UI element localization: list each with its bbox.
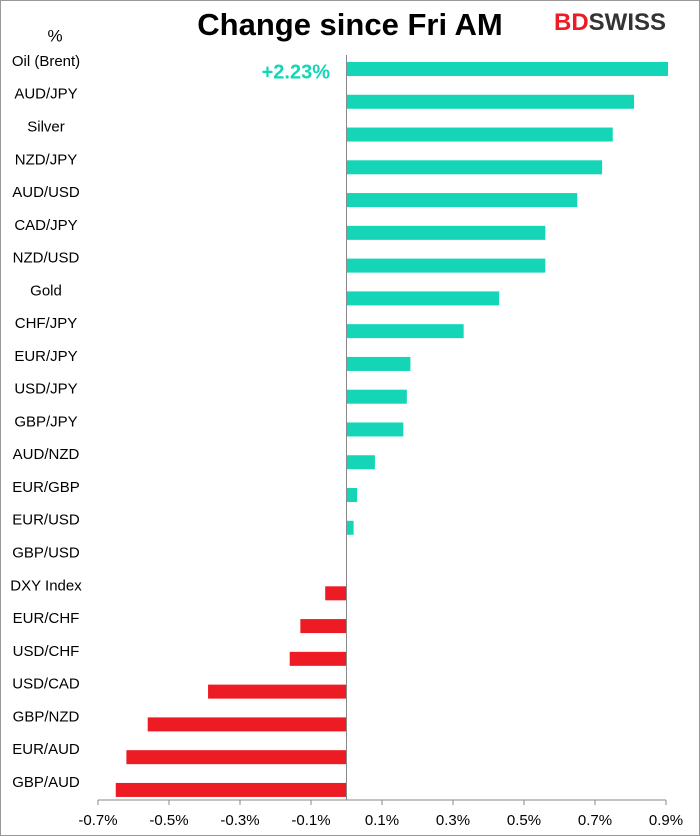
category-label: NZD/JPY [15,151,78,168]
x-tick-label: 0.7% [578,812,612,829]
bar [325,586,347,601]
category-label: GBP/JPY [14,413,77,430]
category-label: GBP/USD [12,545,80,562]
bar [346,520,354,535]
category-label: EUR/CHF [13,610,80,627]
bar [346,291,500,306]
category-label: GBP/NZD [13,708,80,725]
bar [346,356,411,371]
category-label: Silver [27,119,65,136]
bar [289,651,347,666]
category-label: AUD/JPY [14,86,77,103]
category-label: Oil (Brent) [12,53,80,70]
bar [346,258,546,273]
logo: BDSWISS [554,9,666,36]
category-label: Gold [30,282,62,299]
bar [346,422,404,437]
logo-right: SWISS [589,9,666,36]
category-label: USD/CHF [13,643,80,660]
category-label: CAD/JPY [14,217,77,234]
bar [346,94,635,109]
bar [346,455,375,470]
bar [346,62,668,76]
category-label: USD/JPY [14,381,77,398]
logo-left: BD [554,9,589,36]
x-tick-label: -0.5% [149,812,188,829]
x-tick-label: -0.7% [78,812,117,829]
x-tick-label: -0.1% [291,812,330,829]
category-label: GBP/AUD [12,774,80,791]
bar [115,782,347,797]
bar [346,324,464,339]
x-tick-label: 0.1% [365,812,399,829]
bar [346,389,407,404]
category-label: AUD/USD [12,184,80,201]
bar [346,127,613,142]
bar [346,193,578,208]
x-tick-label: -0.3% [220,812,259,829]
bar [346,225,546,240]
bar [147,717,347,732]
category-label: CHF/JPY [15,315,78,332]
y-axis-label: % [47,26,62,45]
category-label: EUR/USD [12,512,80,529]
category-label: AUD/NZD [13,446,80,463]
x-tick-label: 0.9% [649,812,683,829]
category-label: EUR/GBP [12,479,80,496]
bar [346,160,603,175]
x-tick-label: 0.3% [436,812,470,829]
bar [208,684,347,699]
category-label: EUR/JPY [14,348,77,365]
x-tick-label: 0.5% [507,812,541,829]
bar [346,488,358,503]
category-label: NZD/USD [13,250,80,267]
category-label: EUR/AUD [12,741,80,758]
bar [126,750,347,765]
category-label: USD/CAD [12,676,80,693]
bars [115,62,668,797]
chart-title: Change since Fri AM [197,7,502,42]
bar [300,619,347,634]
annotation: +2.23% [262,61,331,83]
category-label: DXY Index [10,577,82,594]
